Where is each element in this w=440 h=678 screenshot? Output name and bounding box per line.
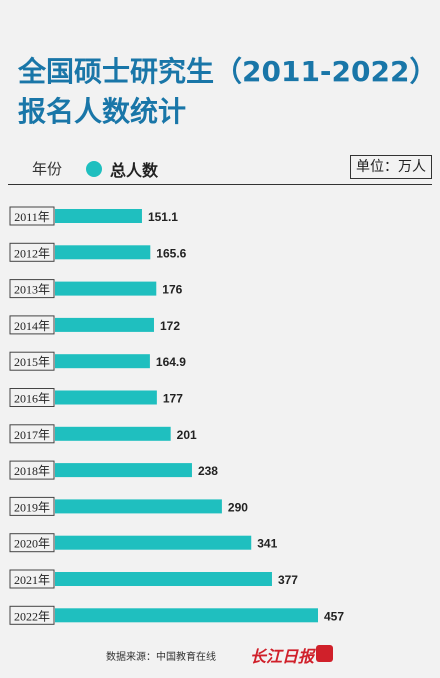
category-label-box (9, 388, 55, 407)
category-tick-label: 2015年 (14, 355, 50, 369)
category-label-box (9, 279, 55, 299)
unit-label: 单位：万人 (350, 155, 432, 179)
category-tick-label: 2013年 (14, 283, 50, 297)
bar-value-label: 457 (324, 609, 344, 623)
bar (55, 608, 318, 623)
legend-header: 年份 总人数 单位：万人 (8, 155, 432, 185)
bar (55, 463, 192, 478)
year-column-label: 年份 (32, 160, 63, 178)
bar-value-label: 177 (163, 392, 183, 406)
brand-badge-icon (316, 645, 333, 662)
chart-title: 全国硕士研究生（2011-2022） 报名人数统计 (18, 52, 437, 132)
bar (55, 390, 157, 405)
chart-title-line2: 报名人数统计 (18, 95, 187, 128)
bar-value-label: 172 (160, 319, 180, 333)
bar-value-label: 290 (228, 500, 248, 514)
category-label-box (9, 605, 55, 625)
bar-value-label: 377 (278, 573, 298, 587)
category-tick-label: 2012年 (14, 246, 50, 260)
category-label-box (9, 569, 55, 589)
brand-logo: 长江日报 (250, 647, 315, 666)
bar (55, 209, 142, 223)
category-tick-label: 2011年 (14, 210, 50, 224)
bar (55, 317, 154, 332)
bar (55, 354, 150, 369)
bar (55, 281, 157, 296)
bar (55, 535, 252, 550)
header-divider (8, 184, 432, 185)
bar-value-label: 165.6 (156, 246, 186, 260)
chart-title-line1: 全国硕士研究生（2011-2022） (18, 55, 438, 88)
bar (55, 499, 222, 514)
bar-value-label: 201 (177, 428, 197, 442)
category-tick-label: 2014年 (14, 319, 50, 333)
category-tick-label: 2018年 (14, 464, 50, 478)
bar-value-label: 341 (257, 537, 277, 551)
category-label-box (9, 424, 55, 444)
category-tick-label: 2020年 (14, 537, 50, 551)
category-tick-label: 2016年 (14, 392, 50, 406)
bar-value-label: 238 (198, 464, 218, 478)
category-label-box (9, 533, 55, 553)
category-label-box (9, 206, 55, 226)
category-label-box (9, 496, 55, 516)
category-label-box (9, 460, 55, 480)
bar (55, 426, 171, 441)
bar-value-label: 151.1 (148, 210, 178, 224)
bar (55, 572, 272, 586)
category-tick-label: 2017年 (14, 428, 50, 442)
legend-label: 总人数 (110, 161, 159, 180)
category-tick-label: 2022年 (14, 609, 50, 623)
bar (55, 245, 151, 260)
category-tick-label: 2021年 (14, 573, 50, 587)
bar-value-label: 176 (162, 283, 182, 297)
category-label-box (9, 315, 55, 335)
category-tick-label: 2019年 (14, 500, 50, 514)
bar-value-label: 164.9 (156, 355, 186, 369)
data-source: 数据来源：中国教育在线 (106, 652, 216, 663)
legend-swatch (86, 161, 102, 177)
category-label-box (9, 242, 55, 262)
category-label-box (9, 351, 55, 371)
